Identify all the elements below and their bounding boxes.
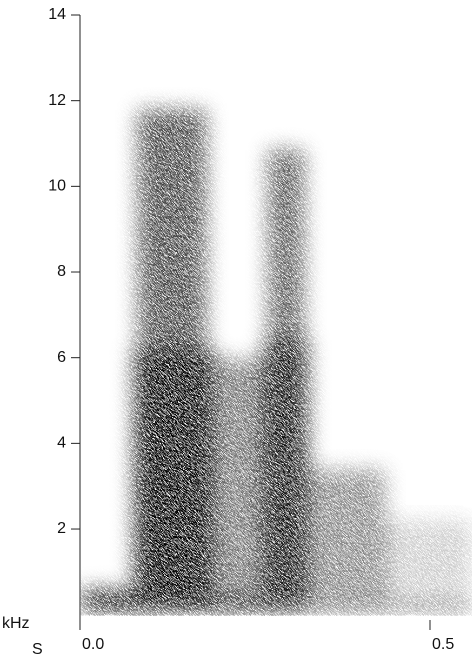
- y-tick-label: 2: [57, 520, 66, 537]
- x-tick-label: 0.0: [82, 636, 104, 653]
- y-axis-label: kHz: [2, 615, 30, 632]
- y-tick-label: 10: [48, 178, 66, 195]
- y-tick-label: 4: [57, 435, 66, 452]
- y-tick-label: 8: [57, 263, 66, 280]
- y-tick-label: 12: [48, 92, 66, 109]
- spectrogram-image: [80, 15, 472, 616]
- y-tick-label: 6: [57, 349, 66, 366]
- y-tick-label: 14: [48, 6, 66, 23]
- x-axis-label: S: [32, 641, 43, 658]
- x-tick-label: 0.5: [432, 636, 454, 653]
